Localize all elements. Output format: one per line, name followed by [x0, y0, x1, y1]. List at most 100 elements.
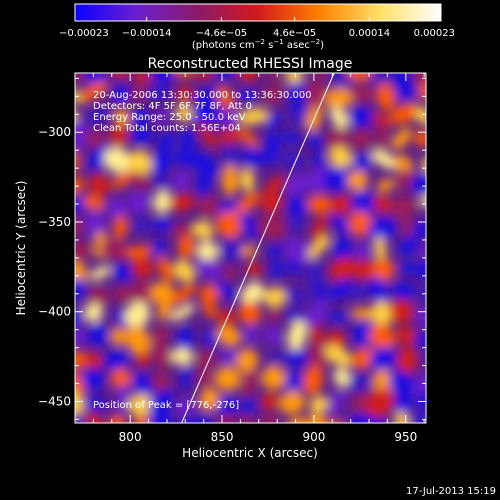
image-blob	[113, 215, 128, 240]
image-blob	[376, 121, 389, 152]
image-blob	[84, 107, 112, 125]
image-blob	[269, 350, 285, 365]
image-blob	[240, 281, 264, 306]
image-blob	[149, 79, 171, 103]
chart-title: Reconstructed RHESSI Image	[148, 56, 353, 72]
image-map	[75, 73, 426, 423]
image-blob	[346, 73, 373, 82]
image-blob	[259, 191, 284, 214]
image-blob	[113, 285, 132, 303]
image-blob	[313, 282, 327, 303]
image-blob	[370, 73, 392, 88]
image-blob	[418, 242, 426, 261]
image-blob	[214, 73, 244, 80]
image-blob	[176, 86, 194, 103]
observation-info: 20-Aug-2006 13:30:30.000 to 13:36:30.000…	[93, 90, 312, 411]
image-blob	[262, 287, 288, 307]
image-blob	[153, 340, 171, 370]
image-blob	[328, 390, 346, 415]
image-blob	[116, 383, 129, 415]
x-axis-ticks: 800 850 900 950	[92, 73, 425, 444]
image-blob	[136, 351, 151, 368]
image-blob	[239, 211, 258, 240]
image-blob	[193, 103, 222, 128]
image-blob	[191, 151, 219, 178]
image-blob	[257, 214, 288, 241]
image-blob	[217, 309, 236, 328]
image-blob	[127, 191, 150, 213]
image-blob	[99, 239, 131, 261]
image-blob	[351, 259, 378, 280]
image-blob	[198, 195, 221, 218]
image-blob	[329, 194, 352, 216]
image-blob	[202, 304, 218, 318]
image-blob	[178, 234, 195, 259]
x-tick-label: 950	[394, 430, 417, 444]
image-blob	[75, 213, 84, 238]
image-blob	[267, 243, 283, 258]
image-blob	[75, 277, 86, 301]
image-blob	[417, 391, 426, 411]
image-blob	[170, 348, 194, 365]
image-blob	[151, 147, 172, 177]
image-blob	[369, 276, 389, 305]
image-blob	[131, 107, 150, 127]
image-blob	[267, 305, 282, 324]
image-blob	[279, 390, 306, 415]
image-blob	[85, 130, 104, 149]
image-blob	[173, 150, 197, 168]
image-blob	[125, 245, 152, 259]
image-blob	[111, 73, 130, 80]
image-blob	[367, 216, 397, 243]
image-blob	[270, 258, 283, 280]
image-blob	[347, 372, 371, 394]
image-blob	[349, 412, 373, 423]
image-blob	[263, 176, 286, 196]
image-blob	[324, 88, 356, 108]
image-blob	[238, 414, 261, 423]
image-blob	[241, 369, 259, 397]
image-blob	[216, 211, 242, 239]
image-blob	[130, 127, 154, 145]
image-blob	[170, 283, 197, 305]
image-blob	[394, 391, 414, 415]
image-blob	[128, 149, 153, 177]
y-tick-label: −300	[38, 125, 71, 139]
image-blob	[399, 261, 417, 275]
image-blob	[112, 170, 134, 189]
image-blob	[198, 122, 218, 149]
image-blob	[215, 281, 237, 301]
image-blob	[131, 257, 154, 279]
colorbar-ticks: −0.00023 −0.00014 −4.6e−05 4.6e−05 0.00014 0.…	[59, 17, 455, 39]
image-blob	[324, 344, 353, 367]
image-blob	[388, 370, 415, 398]
image-blob	[310, 324, 324, 348]
image-blob	[286, 173, 310, 197]
image-blob	[390, 103, 419, 124]
image-blob	[306, 414, 331, 423]
info-line-detectors: Detectors: 4F 5F 6F 7F 8F, Att 0	[93, 101, 252, 112]
image-blob	[330, 213, 351, 235]
image-blob	[288, 109, 309, 127]
peak-position-label: Position of Peak = [776,-276]	[93, 400, 239, 411]
image-blob	[214, 366, 241, 391]
image-blob	[307, 195, 332, 214]
image-blob	[152, 217, 173, 232]
image-blob	[175, 104, 193, 122]
image-blob	[309, 131, 322, 152]
image-blob	[75, 350, 89, 370]
colorbar-tick-label: 4.6e−05	[273, 28, 316, 39]
image-blob	[152, 371, 170, 396]
image-blob	[88, 145, 110, 171]
image-blob	[204, 329, 217, 348]
image-blob	[346, 283, 371, 300]
image-blob	[304, 81, 330, 113]
image-blob	[396, 326, 416, 346]
image-blob	[130, 85, 145, 103]
image-blob	[391, 282, 417, 299]
image-blob	[222, 265, 238, 280]
image-blob	[103, 146, 131, 174]
image-blob	[240, 398, 257, 414]
image-blob	[81, 81, 108, 101]
